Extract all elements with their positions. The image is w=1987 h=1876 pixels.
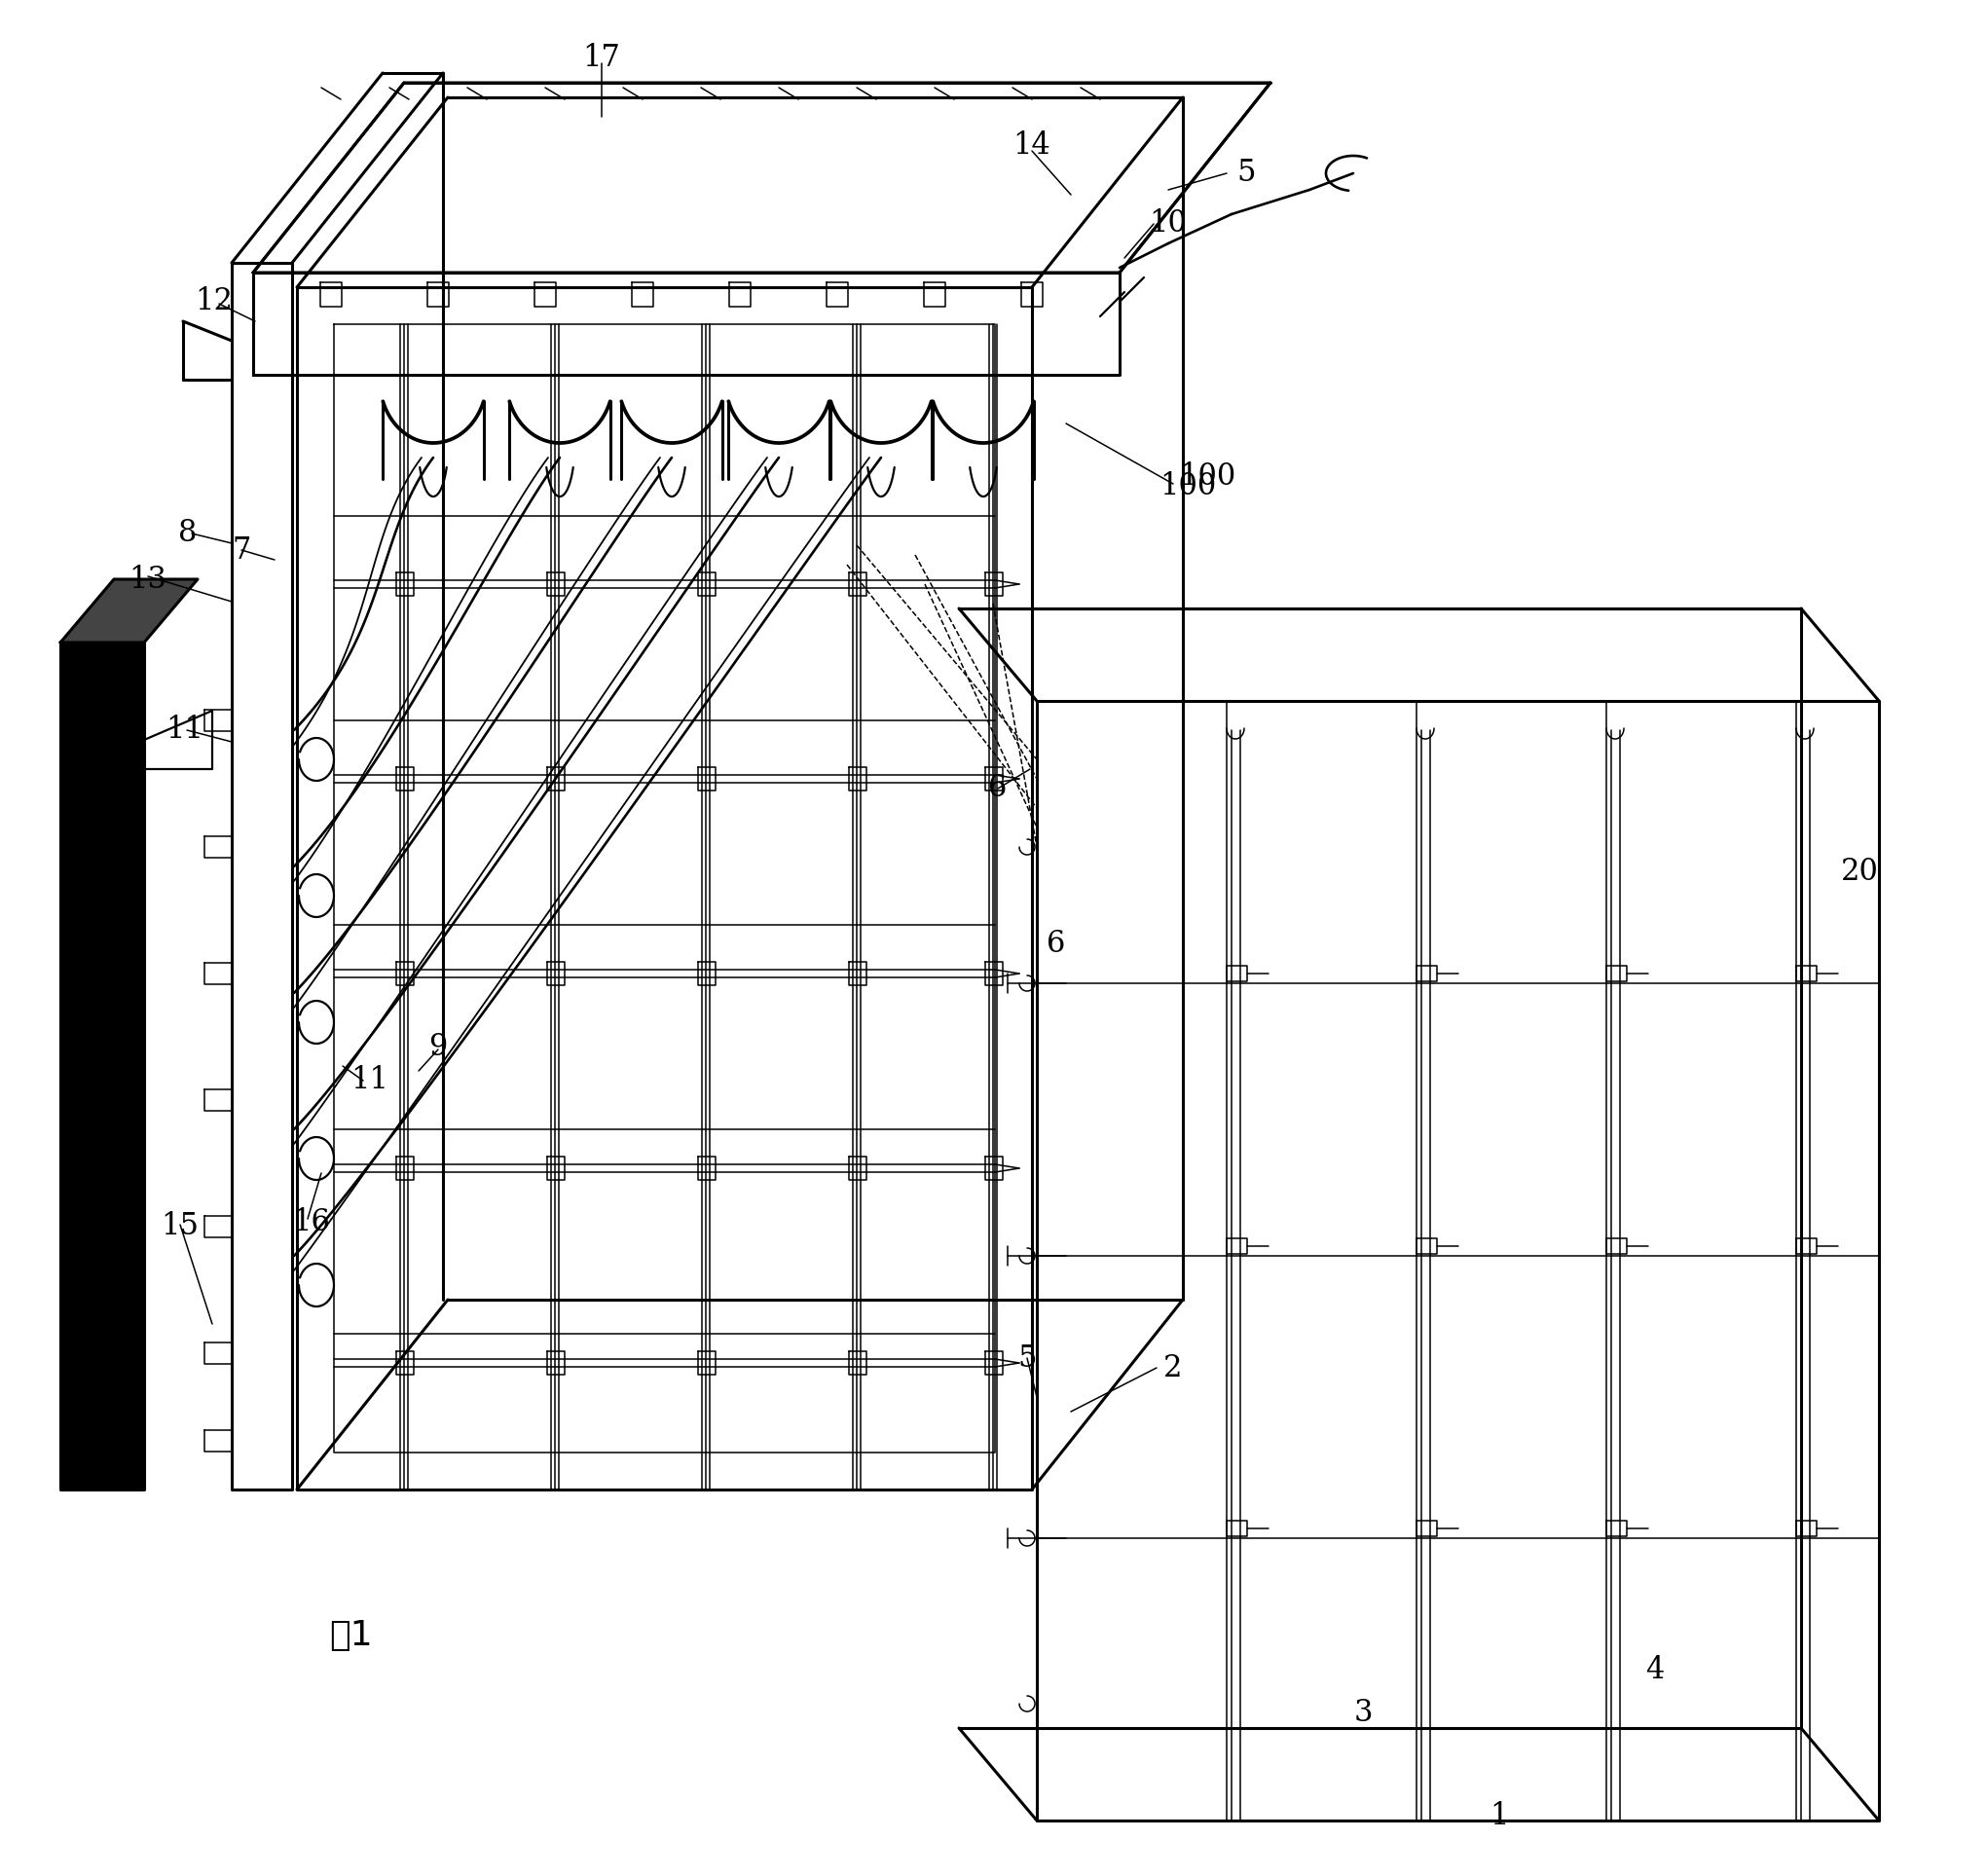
Text: 11: 11 — [167, 715, 205, 745]
Text: 11: 11 — [352, 1066, 389, 1096]
Text: 6: 6 — [988, 773, 1007, 803]
Text: 4: 4 — [1645, 1655, 1665, 1685]
Text: 图1: 图1 — [328, 1619, 372, 1653]
Text: 6: 6 — [1047, 929, 1065, 959]
Text: 14: 14 — [1013, 131, 1051, 161]
Text: 13: 13 — [129, 565, 167, 595]
Text: 16: 16 — [292, 1206, 330, 1236]
Polygon shape — [60, 643, 145, 1490]
Text: 17: 17 — [582, 43, 620, 73]
Text: 8: 8 — [179, 518, 197, 548]
Text: 100: 100 — [1158, 471, 1216, 503]
Text: 15: 15 — [161, 1212, 199, 1242]
Text: 5: 5 — [1236, 158, 1256, 188]
Text: 10: 10 — [1148, 208, 1186, 238]
Text: 12: 12 — [195, 287, 232, 317]
Text: 1: 1 — [1490, 1801, 1508, 1831]
Text: 9: 9 — [429, 1032, 447, 1062]
Text: 3: 3 — [1353, 1698, 1373, 1728]
Polygon shape — [60, 580, 197, 643]
Text: 2: 2 — [1164, 1353, 1182, 1383]
Text: 100: 100 — [1178, 461, 1236, 492]
Text: 5: 5 — [1017, 1343, 1037, 1373]
Text: 7: 7 — [232, 535, 250, 565]
Text: 20: 20 — [1840, 855, 1878, 885]
